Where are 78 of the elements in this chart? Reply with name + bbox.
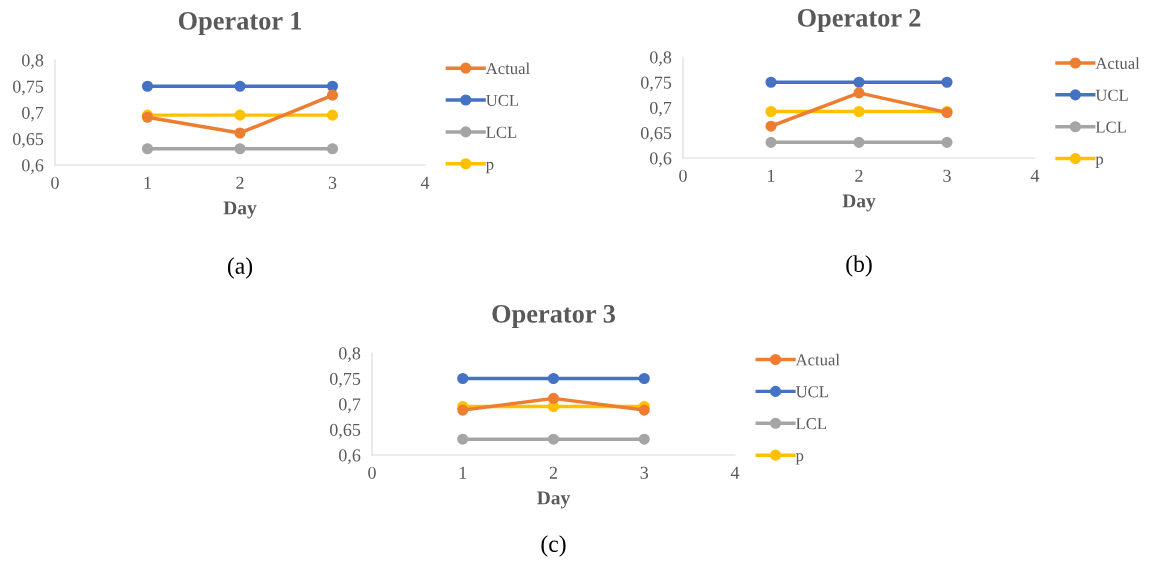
x-tick-label: 2 xyxy=(236,176,244,189)
x-axis-title: Day xyxy=(537,491,571,509)
legend-label: LCL xyxy=(1095,121,1126,133)
point xyxy=(853,76,865,88)
legend-label: Actual xyxy=(485,62,530,75)
y-tick-label: 0,75 xyxy=(12,80,44,96)
x-tick-label: 4 xyxy=(420,176,430,189)
x-tick-label: 3 xyxy=(943,169,951,182)
legend-label: UCL xyxy=(486,94,519,107)
y-tick-label: 0,8 xyxy=(22,54,44,70)
y-tick-label: 0,65 xyxy=(640,127,672,142)
y-tick-label: 0,75 xyxy=(329,372,361,388)
legend-label: Actual xyxy=(795,353,840,366)
legend-label: UCL xyxy=(795,386,828,398)
point xyxy=(853,105,865,118)
y-tick-label: 0,75 xyxy=(640,76,672,92)
legend-label: p xyxy=(795,453,804,465)
point xyxy=(141,80,154,92)
point xyxy=(547,392,560,404)
x-tick-label: 4 xyxy=(730,466,740,479)
chart-title: Operator 3 xyxy=(492,304,616,329)
x-tick-label: 1 xyxy=(144,176,151,189)
legend-label: LCL xyxy=(486,126,517,138)
x-tick-label: 3 xyxy=(328,176,337,189)
text: (b) xyxy=(846,255,872,277)
x-tick-label: 4 xyxy=(1030,169,1040,182)
y-tick-label: 0,7 xyxy=(339,398,361,414)
point xyxy=(638,372,650,385)
point xyxy=(141,143,154,155)
y-tick-label: 0,65 xyxy=(12,133,44,148)
x-tick-label: 0 xyxy=(51,176,59,189)
point xyxy=(326,89,339,101)
point xyxy=(853,87,865,99)
point xyxy=(326,143,339,155)
text: (a) xyxy=(227,257,253,279)
point xyxy=(234,127,246,139)
x-tick-label: 2 xyxy=(855,169,863,182)
y-tick-label: 0,6 xyxy=(339,449,361,465)
x-axis-title: Day xyxy=(223,201,257,219)
point xyxy=(457,372,469,385)
point xyxy=(638,433,650,445)
y-tick-label: 0,6 xyxy=(22,159,44,175)
y-tick-label: 0,65 xyxy=(329,423,361,439)
legend-label: Actual xyxy=(1095,57,1140,69)
point xyxy=(234,143,246,155)
x-tick-label: 0 xyxy=(679,169,687,182)
point xyxy=(234,80,246,92)
point xyxy=(547,372,560,385)
point xyxy=(765,136,777,148)
legend-label: p xyxy=(486,161,494,174)
legend-label: p xyxy=(1095,156,1104,168)
x-axis-title: Day xyxy=(842,194,876,212)
text: (c) xyxy=(541,535,566,557)
legend-label: LCL xyxy=(796,418,827,430)
point xyxy=(765,76,777,88)
point xyxy=(941,136,953,148)
y-tick-label: 0,7 xyxy=(650,101,672,117)
x-tick-label: 0 xyxy=(368,466,376,479)
x-tick-label: 2 xyxy=(549,466,558,479)
point xyxy=(234,109,246,121)
point xyxy=(547,433,560,445)
y-tick-label: 0,7 xyxy=(22,106,44,122)
y-tick-label: 0,6 xyxy=(650,152,672,168)
x-tick-label: 3 xyxy=(640,466,649,479)
point xyxy=(853,136,865,148)
y-tick-label: 0,8 xyxy=(650,51,672,67)
point xyxy=(941,76,953,88)
point xyxy=(326,109,339,121)
point xyxy=(326,80,339,92)
point xyxy=(765,105,777,118)
chart-title: Operator 1 xyxy=(178,11,302,36)
point xyxy=(457,433,469,445)
point xyxy=(765,120,777,132)
x-tick-label: 1 xyxy=(768,169,775,182)
x-tick-label: 1 xyxy=(459,466,467,479)
legend-label: UCL xyxy=(1095,89,1128,101)
y-tick-label: 0,8 xyxy=(339,347,361,363)
chart-title: Operator 2 xyxy=(797,8,921,33)
